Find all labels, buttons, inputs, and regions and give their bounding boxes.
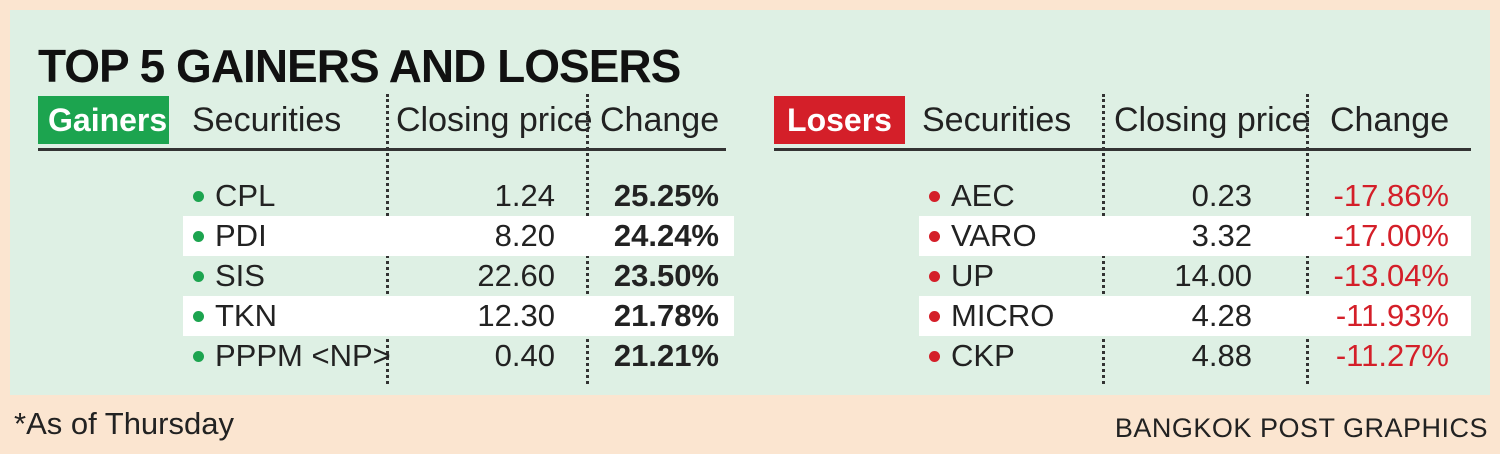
green-bullet-icon <box>193 311 204 322</box>
green-bullet-icon <box>193 351 204 362</box>
security-name: MICRO <box>951 298 1055 333</box>
losers-header-rule <box>774 148 1471 151</box>
closing-price: 0.40 <box>494 338 555 373</box>
red-bullet-icon <box>929 231 940 242</box>
red-bullet-icon <box>929 311 940 322</box>
closing-price: 12.30 <box>477 298 555 333</box>
losers-col-change: Change <box>1330 101 1450 139</box>
gainers-col-change: Change <box>600 101 720 139</box>
change-value: -17.00% <box>1333 218 1449 253</box>
losers-tag: Losers <box>774 96 905 144</box>
closing-price: 4.28 <box>1191 298 1252 333</box>
footnote: *As of Thursday <box>14 406 234 441</box>
gainers-table: Gainers Securities Closing price Change … <box>38 94 734 394</box>
losers-col-securities: Securities <box>922 101 1072 139</box>
table-row: CKP 4.88 -11.27% <box>919 336 1471 376</box>
green-bullet-icon <box>193 271 204 282</box>
security-name: PPPM <NP> <box>215 338 391 373</box>
closing-price: 0.23 <box>1191 178 1252 213</box>
change-value: 23.50% <box>613 258 719 293</box>
closing-price: 22.60 <box>477 258 555 293</box>
change-value: -11.93% <box>1335 298 1449 333</box>
change-value: 21.78% <box>613 298 719 333</box>
table-row: MICRO 4.28 -11.93% <box>919 296 1471 336</box>
security-name: UP <box>951 258 995 293</box>
table-row: UP 14.00 -13.04% <box>919 256 1471 296</box>
gainers-col-securities: Securities <box>192 101 342 139</box>
change-value: -13.04% <box>1333 258 1449 293</box>
red-bullet-icon <box>929 351 940 362</box>
closing-price: 8.20 <box>494 218 555 253</box>
change-value: 25.25% <box>613 178 719 213</box>
closing-price: 1.24 <box>494 178 555 213</box>
gainers-header-rule <box>38 148 726 151</box>
security-name: VARO <box>951 218 1037 253</box>
losers-table: Losers Securities Closing price Change A… <box>774 94 1471 394</box>
change-value: -17.86% <box>1333 178 1449 213</box>
losers-col-closing-price: Closing price <box>1114 101 1311 139</box>
gainers-tag: Gainers <box>38 96 169 144</box>
security-name: AEC <box>951 178 1015 213</box>
table-row: VARO 3.32 -17.00% <box>919 216 1471 256</box>
security-name: PDI <box>215 218 267 253</box>
red-bullet-icon <box>929 191 940 202</box>
table-row: CPL 1.24 25.25% <box>183 176 734 216</box>
table-row: AEC 0.23 -17.86% <box>919 176 1471 216</box>
losers-header: Losers Securities Closing price Change <box>774 94 1471 146</box>
red-bullet-icon <box>929 271 940 282</box>
change-value: 24.24% <box>613 218 719 253</box>
table-row: PDI 8.20 24.24% <box>183 216 734 256</box>
closing-price: 3.32 <box>1191 218 1252 253</box>
security-name: CPL <box>215 178 276 213</box>
green-bullet-icon <box>193 191 204 202</box>
gainers-col-closing-price: Closing price <box>396 101 593 139</box>
table-row: SIS 22.60 23.50% <box>183 256 734 296</box>
security-name: CKP <box>951 338 1015 373</box>
table-row: PPPM <NP> 0.40 21.21% <box>183 336 734 376</box>
chart-title: TOP 5 GAINERS AND LOSERS <box>38 40 681 92</box>
change-value: -11.27% <box>1335 338 1449 373</box>
graphics-credit: BANGKOK POST GRAPHICS <box>1114 413 1488 443</box>
change-value: 21.21% <box>613 338 719 373</box>
gainers-header: Gainers Securities Closing price Change <box>38 94 726 146</box>
chart-panel: TOP 5 GAINERS AND LOSERS Gainers Securit… <box>10 10 1490 395</box>
security-name: TKN <box>215 298 277 333</box>
closing-price: 14.00 <box>1174 258 1252 293</box>
security-name: SIS <box>215 258 265 293</box>
closing-price: 4.88 <box>1191 338 1252 373</box>
table-row: TKN 12.30 21.78% <box>183 296 734 336</box>
green-bullet-icon <box>193 231 204 242</box>
